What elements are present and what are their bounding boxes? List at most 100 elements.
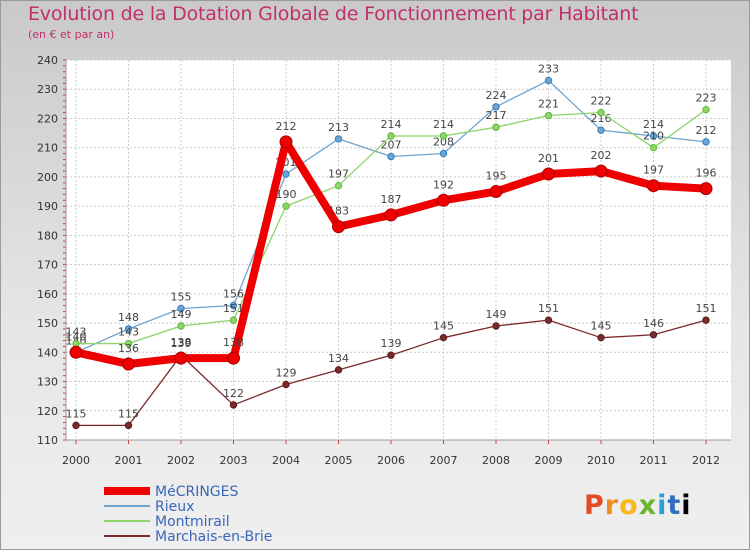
y-tick-label: 210 (37, 142, 58, 155)
logo-letter: t (667, 490, 682, 521)
data-label: 214 (433, 118, 454, 131)
data-label: 197 (328, 168, 349, 181)
data-point (597, 126, 605, 134)
data-point (279, 135, 293, 149)
data-label: 192 (433, 178, 454, 191)
data-label: 195 (486, 170, 507, 183)
data-point (649, 143, 658, 152)
data-point (227, 351, 240, 365)
chart-subtitle: (en € et par an) (28, 28, 115, 41)
data-label: 212 (696, 124, 717, 137)
data-label: 149 (171, 308, 192, 321)
data-label: 155 (171, 290, 192, 303)
data-point (492, 103, 500, 111)
data-point (334, 366, 343, 374)
data-point (229, 316, 238, 324)
data-label: 201 (538, 152, 559, 165)
data-point (124, 339, 133, 348)
x-tick-label: 2010 (587, 454, 615, 467)
data-point (282, 380, 290, 389)
data-point (122, 357, 135, 371)
data-point (542, 167, 555, 181)
data-label: 207 (381, 138, 402, 151)
data-label: 138 (171, 336, 192, 349)
data-point (177, 304, 185, 313)
data-point (649, 132, 658, 140)
data-label: 224 (486, 89, 507, 102)
legend-label: Montmirail (155, 514, 230, 530)
x-tick-label: 2001 (115, 454, 143, 467)
data-point (647, 179, 660, 193)
data-label: 212 (276, 120, 297, 133)
data-point (439, 132, 448, 140)
y-tick-label: 140 (37, 346, 58, 359)
data-point (387, 351, 395, 359)
data-point (544, 76, 553, 85)
data-label: 151 (223, 302, 244, 315)
data-point (282, 202, 290, 210)
data-label: 197 (643, 164, 664, 177)
data-label: 183 (328, 205, 349, 218)
data-label: 115 (66, 407, 87, 420)
data-label: 143 (66, 326, 87, 339)
data-point (124, 421, 133, 430)
y-tick-label: 190 (37, 200, 58, 213)
x-tick-label: 2000 (62, 454, 90, 467)
data-point (387, 132, 395, 140)
data-point (332, 220, 345, 234)
y-tick-label: 230 (37, 83, 58, 96)
data-point (597, 108, 605, 117)
data-label: 214 (381, 118, 402, 131)
chart-title: Evolution de la Dotation Globale de Fonc… (28, 3, 639, 25)
data-label: 202 (591, 149, 612, 162)
data-label: 145 (433, 320, 454, 333)
legend-label: Rieux (155, 499, 194, 515)
logo-letter: x (638, 490, 658, 521)
legend-label: Marchais-en-Brie (155, 529, 272, 545)
data-point (594, 164, 608, 178)
data-point (702, 105, 710, 114)
y-tick-label: 240 (37, 54, 58, 67)
data-point (177, 322, 185, 330)
x-tick-label: 2011 (640, 454, 668, 467)
data-label: 139 (381, 337, 402, 350)
x-tick-label: 2004 (272, 454, 300, 467)
y-tick-label: 220 (37, 112, 58, 125)
x-tick-label: 2003 (220, 454, 248, 467)
x-tick-label: 2008 (482, 454, 510, 467)
y-tick-label: 120 (37, 405, 58, 418)
data-label: 140 (66, 330, 87, 343)
data-label: 146 (643, 317, 664, 330)
plot-area (66, 60, 731, 440)
data-label: 223 (696, 92, 717, 105)
data-point (72, 421, 80, 430)
logo-letter: i (657, 490, 668, 521)
data-point (702, 138, 710, 146)
data-label: 196 (696, 167, 717, 180)
proxiti-logo: Proxiti (584, 490, 692, 521)
data-label: 210 (643, 130, 664, 143)
data-point (702, 316, 710, 324)
data-label: 136 (118, 342, 139, 355)
data-point (544, 316, 553, 324)
logo-letter: o (619, 490, 639, 521)
y-tick-label: 180 (37, 229, 58, 242)
data-label: 145 (591, 320, 612, 333)
data-label: 213 (328, 121, 349, 134)
data-point (334, 181, 343, 190)
data-label: 156 (223, 288, 244, 301)
data-point (649, 331, 658, 339)
y-tick-label: 170 (37, 259, 58, 272)
data-label: 221 (538, 98, 559, 111)
data-label: 214 (643, 118, 664, 131)
data-point (492, 123, 500, 131)
y-tick-label: 110 (37, 434, 58, 447)
x-tick-label: 2009 (535, 454, 563, 467)
logo-letter: r (604, 490, 620, 521)
data-label: 190 (276, 188, 297, 201)
data-point (544, 111, 553, 120)
data-label: 151 (696, 302, 717, 315)
data-point (439, 333, 448, 342)
data-point (699, 182, 713, 196)
data-label: 122 (223, 387, 244, 400)
